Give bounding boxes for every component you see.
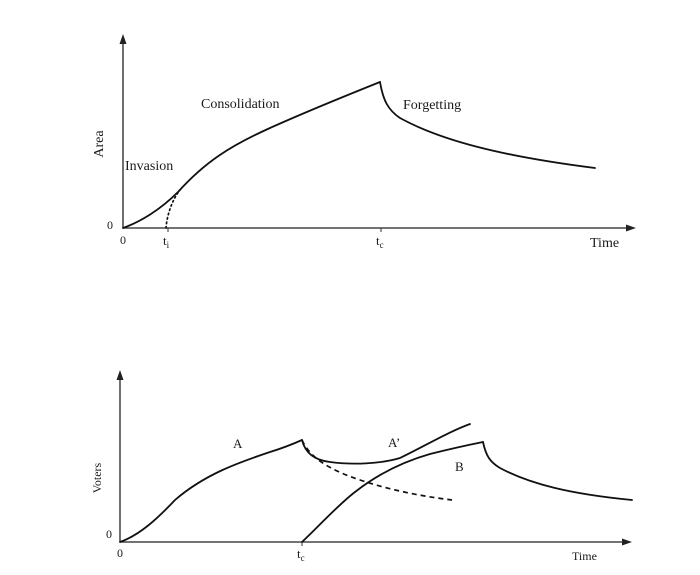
bottom-x-origin-label: 0 [117,546,123,560]
top-x-axis-arrow [626,224,636,232]
top-phase-forgetting-label: Forgetting [403,98,461,113]
top-x-origin-label: 0 [120,233,126,247]
bottom-curve-a-label: A [233,436,243,451]
top-forgetting-curve [379,81,596,169]
bottom-curve-b-growth [301,441,484,543]
top-x-axis-label: Time [590,236,619,251]
top-invasion-dotted-curve [165,189,181,229]
top-origin-label: 0 [107,218,113,232]
top-growth-curve [122,81,381,229]
bottom-tick-tc-label: tc [297,546,305,563]
bottom-y-axis-label: Voters [90,462,104,493]
bottom-y-axis-arrow [116,370,124,380]
bottom-x-axis-label: Time [572,549,597,563]
bottom-panel: Voters Time 0 0 tc A A’ B [90,370,633,563]
top-tick-tc-label: tc [376,233,384,250]
top-phase-invasion-label: Invasion [125,159,173,174]
bottom-x-axis-arrow [622,538,632,546]
top-y-axis-arrow [119,34,127,44]
top-y-axis-label: Area [92,130,107,158]
top-phase-consolidation-label: Consolidation [201,97,280,112]
bottom-curve-b-label: B [455,459,464,474]
bottom-curve-a-dashed [301,439,453,501]
bottom-curve-a-prime [301,423,471,465]
bottom-origin-label: 0 [106,527,112,541]
top-tick-ti-label: ti [163,233,170,250]
bottom-curve-b-decay [482,441,633,501]
bottom-curve-a [119,439,303,543]
top-panel: Area Time 0 0 ti tc Invasion Consolidati… [92,34,636,251]
bottom-curve-a-prime-label: A’ [388,435,400,450]
